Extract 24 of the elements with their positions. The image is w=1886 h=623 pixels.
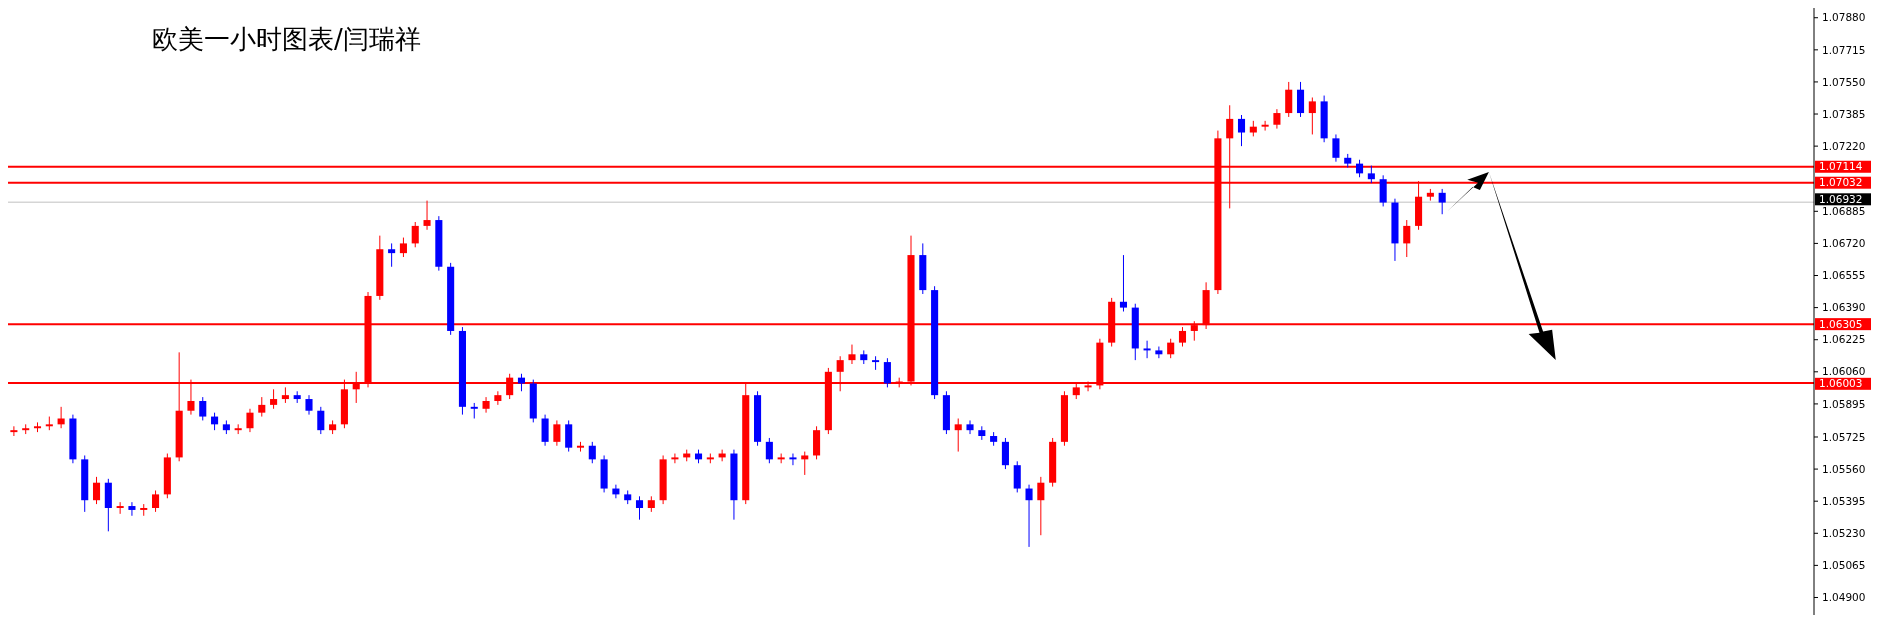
y-tick-label: 1.06720 — [1822, 237, 1866, 250]
y-tick-label: 1.06225 — [1822, 333, 1866, 346]
y-tick-label: 1.06060 — [1822, 365, 1866, 378]
ref-line-label: 1.07032 — [1819, 176, 1863, 189]
y-tick-label: 1.05230 — [1822, 526, 1866, 539]
y-tick-label: 1.07385 — [1822, 107, 1866, 120]
y-tick-label: 1.04900 — [1822, 591, 1866, 604]
ref-line-label: 1.07114 — [1819, 160, 1863, 173]
ref-line-label: 1.06932 — [1819, 192, 1863, 205]
y-tick-label: 1.07715 — [1822, 43, 1866, 56]
y-tick-label: 1.05395 — [1822, 494, 1866, 507]
ref-line-label: 1.06305 — [1819, 317, 1863, 330]
y-tick-label: 1.06885 — [1822, 204, 1866, 217]
ref-line-label: 1.06003 — [1819, 377, 1863, 390]
y-tick-label: 1.05725 — [1822, 430, 1866, 443]
y-tick-label: 1.06390 — [1822, 301, 1866, 314]
y-tick-label: 1.05065 — [1822, 559, 1866, 572]
y-tick-label: 1.07550 — [1822, 75, 1866, 88]
text: 欧美一小时图表/闫瑞祥 — [152, 24, 421, 54]
y-tick-label: 1.06555 — [1822, 269, 1866, 282]
y-tick-label: 1.05895 — [1822, 397, 1866, 410]
y-tick-label: 1.07220 — [1822, 139, 1866, 152]
y-tick-label: 1.05560 — [1822, 462, 1866, 475]
y-tick-label: 1.07880 — [1822, 11, 1866, 24]
